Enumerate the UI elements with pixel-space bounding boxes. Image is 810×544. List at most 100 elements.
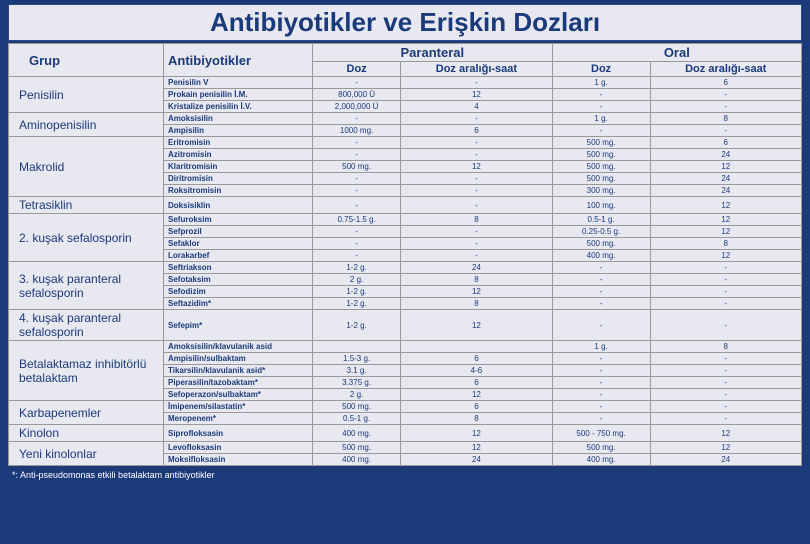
antibiotic-cell: Levofloksasin: [164, 442, 313, 454]
data-cell: 12: [650, 161, 801, 173]
antibiotic-cell: Moksifloksasin: [164, 454, 313, 466]
data-cell: -: [650, 365, 801, 377]
data-cell: 8: [401, 413, 552, 425]
group-cell: Kinolon: [9, 425, 164, 442]
antibiotic-cell: Tikarsilin/klavulanik asid*: [164, 365, 313, 377]
data-cell: -: [313, 173, 401, 185]
data-cell: -: [313, 238, 401, 250]
data-cell: 12: [650, 197, 801, 214]
col-parenteral: Paranteral: [313, 44, 553, 62]
col-par-dose: Doz: [313, 62, 401, 77]
data-cell: 8: [401, 274, 552, 286]
antibiotic-cell: Siprofloksasin: [164, 425, 313, 442]
data-cell: -: [650, 353, 801, 365]
data-cell: 12: [650, 442, 801, 454]
data-cell: 3.1 g.: [313, 365, 401, 377]
title-bar: Antibiyotikler ve Erişkin Dozları: [8, 4, 802, 41]
data-cell: 1 g.: [552, 341, 650, 353]
group-cell: Makrolid: [9, 137, 164, 197]
antibiotic-cell: Meropenem*: [164, 413, 313, 425]
data-cell: 500 mg.: [313, 442, 401, 454]
data-cell: 1-2 g.: [313, 298, 401, 310]
table-row: MakrolidEritromisin--500 mg.6: [9, 137, 802, 149]
data-cell: 12: [401, 310, 552, 341]
data-cell: 8: [401, 214, 552, 226]
antibiotic-cell: Sefprozil: [164, 226, 313, 238]
antibiotic-cell: Amoksisilin: [164, 113, 313, 125]
table-row: KinolonSiprofloksasin400 mg.12500 - 750 …: [9, 425, 802, 442]
antibiotic-cell: Ampisilin: [164, 125, 313, 137]
table-row: 3. kuşak paranteral sefalosporinSeftriak…: [9, 262, 802, 274]
table-row: Betalaktamaz inhibitörlü betalaktamAmoks…: [9, 341, 802, 353]
antibiotic-cell: Eritromisin: [164, 137, 313, 149]
data-cell: 500 mg.: [313, 401, 401, 413]
data-cell: 12: [401, 389, 552, 401]
data-cell: 2,000,000 Ü: [313, 101, 401, 113]
antibiotic-cell: Penisilin V: [164, 77, 313, 89]
data-cell: -: [552, 125, 650, 137]
data-cell: 1 g.: [552, 113, 650, 125]
data-cell: -: [401, 77, 552, 89]
group-cell: Betalaktamaz inhibitörlü betalaktam: [9, 341, 164, 401]
data-cell: 500 mg.: [313, 161, 401, 173]
data-cell: -: [313, 137, 401, 149]
data-cell: -: [552, 274, 650, 286]
data-cell: -: [552, 262, 650, 274]
data-cell: 24: [650, 149, 801, 161]
col-antibiotics: Antibiyotikler: [164, 44, 313, 77]
antibiotic-cell: Seftazidim*: [164, 298, 313, 310]
data-cell: -: [552, 310, 650, 341]
antibiotic-cell: Sefotaksim: [164, 274, 313, 286]
antibiotic-cell: Klaritromisin: [164, 161, 313, 173]
data-cell: 12: [401, 442, 552, 454]
data-cell: -: [552, 298, 650, 310]
data-cell: 12: [650, 226, 801, 238]
data-cell: -: [401, 197, 552, 214]
data-cell: 6: [650, 77, 801, 89]
data-cell: 1 g.: [552, 77, 650, 89]
data-cell: 400 mg.: [313, 425, 401, 442]
dose-table: Grup Antibiyotikler Paranteral Oral Doz …: [8, 43, 802, 466]
data-cell: 300 mg.: [552, 185, 650, 197]
slide-title: Antibiyotikler ve Erişkin Dozları: [13, 7, 797, 38]
table-row: 2. kuşak sefalosporinSefuroksim0.75-1.5 …: [9, 214, 802, 226]
data-cell: 1000 mg.: [313, 125, 401, 137]
data-cell: 100 mg.: [552, 197, 650, 214]
data-cell: -: [650, 274, 801, 286]
footnote: *: Anti-pseudomonas etkili betalaktam an…: [12, 470, 798, 480]
antibiotic-cell: İmipenem/silastatin*: [164, 401, 313, 413]
data-cell: -: [313, 197, 401, 214]
data-cell: -: [313, 185, 401, 197]
data-cell: -: [650, 262, 801, 274]
col-oral-dose: Doz: [552, 62, 650, 77]
data-cell: 500 mg.: [552, 442, 650, 454]
col-oral-interval: Doz aralığı-saat: [650, 62, 801, 77]
group-cell: 2. kuşak sefalosporin: [9, 214, 164, 262]
data-cell: [401, 341, 552, 353]
data-cell: 1-2 g.: [313, 286, 401, 298]
data-cell: 8: [650, 238, 801, 250]
data-cell: -: [401, 185, 552, 197]
data-cell: -: [650, 389, 801, 401]
data-cell: -: [401, 250, 552, 262]
col-par-interval: Doz aralığı-saat: [401, 62, 552, 77]
data-cell: -: [552, 286, 650, 298]
antibiotic-cell: Amoksisilin/klavulanik asid: [164, 341, 313, 353]
data-cell: 500 mg.: [552, 173, 650, 185]
data-cell: 8: [401, 298, 552, 310]
data-cell: 0.5-1 g.: [313, 413, 401, 425]
data-cell: 24: [650, 454, 801, 466]
data-cell: -: [650, 101, 801, 113]
data-cell: 12: [650, 250, 801, 262]
data-cell: -: [650, 401, 801, 413]
table-row: Karbapenemlerİmipenem/silastatin*500 mg.…: [9, 401, 802, 413]
data-cell: 24: [650, 185, 801, 197]
antibiotic-cell: Sefepim*: [164, 310, 313, 341]
data-cell: 24: [401, 454, 552, 466]
antibiotic-cell: Lorakarbef: [164, 250, 313, 262]
antibiotic-cell: Roksitromisin: [164, 185, 313, 197]
data-cell: -: [401, 113, 552, 125]
data-cell: 400 mg.: [552, 250, 650, 262]
data-cell: -: [552, 89, 650, 101]
data-cell: -: [313, 149, 401, 161]
